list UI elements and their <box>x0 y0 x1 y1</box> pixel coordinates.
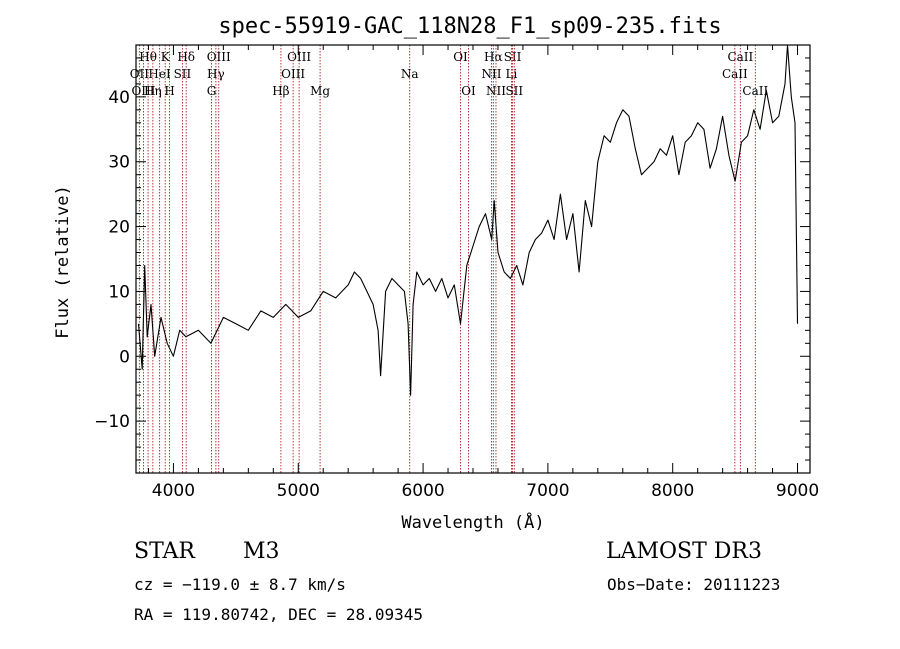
line-label: OI <box>453 50 468 64</box>
y-tick-label: 20 <box>108 218 130 238</box>
line-label: CaII <box>742 84 768 98</box>
spectrum-series <box>137 44 799 396</box>
y-tick-label: 40 <box>108 88 130 108</box>
redshift-readout: cz = −119.0 ± 8.7 km/s <box>134 575 346 594</box>
line-label: Hβ <box>272 84 289 98</box>
observation-date: Obs−Date: 20111223 <box>607 575 781 594</box>
axis-ticks: 4000 5000 6000 7000 8000 9000 −10 0 10 20 30 40 <box>94 45 819 501</box>
line-label: OIII <box>131 84 155 98</box>
y-tick-label: 0 <box>119 347 130 367</box>
line-label: CaII <box>727 50 753 64</box>
line-label: OIII <box>281 67 305 81</box>
line-label: Hθ <box>139 50 157 64</box>
line-label: Hα <box>484 50 503 64</box>
x-tick-label: 6000 <box>401 481 444 501</box>
line-label: Li <box>506 67 518 81</box>
line-label: G <box>207 84 217 98</box>
line-label: Hγ <box>207 67 225 81</box>
line-label: Hδ <box>177 50 195 64</box>
line-label: OI <box>461 84 476 98</box>
y-tick-label: −10 <box>94 412 130 432</box>
object-subclass: M3 <box>243 539 280 564</box>
x-tick-label: 9000 <box>776 481 819 501</box>
y-tick-label: 30 <box>108 153 130 173</box>
line-label: OII <box>130 67 150 81</box>
x-axis-label: Wavelength (Å) <box>401 511 544 533</box>
y-axis-label: Flux (relative) <box>53 185 73 339</box>
line-label: SII <box>504 50 522 64</box>
chart-title: spec-55919-GAC_118N28_F1_sp09-235.fits <box>218 14 721 39</box>
line-label: K <box>161 50 171 64</box>
line-label: Mg <box>310 84 330 98</box>
line-label: H <box>164 84 174 98</box>
flux-series-line <box>137 44 799 396</box>
line-label: NII <box>486 84 506 98</box>
line-label: CaII <box>722 67 748 81</box>
line-label: Hη <box>144 84 162 98</box>
coordinates-readout: RA = 119.80742, DEC = 28.09345 <box>134 605 423 624</box>
x-tick-label: 8000 <box>651 481 694 501</box>
x-tick-label: 4000 <box>152 481 195 501</box>
y-tick-label: 10 <box>108 282 130 302</box>
line-label: OIII <box>287 50 311 64</box>
survey-name: LAMOST DR3 <box>606 539 762 564</box>
line-label: SII <box>505 84 523 98</box>
line-label: SII <box>174 67 192 81</box>
x-tick-label: 7000 <box>526 481 569 501</box>
line-label: NII <box>481 67 501 81</box>
line-label: OIII <box>207 50 231 64</box>
line-label: Na <box>401 67 419 81</box>
x-tick-label: 5000 <box>277 481 320 501</box>
plot-frame <box>135 44 811 474</box>
object-class: STAR <box>134 539 195 564</box>
line-label: HeI <box>148 67 171 81</box>
